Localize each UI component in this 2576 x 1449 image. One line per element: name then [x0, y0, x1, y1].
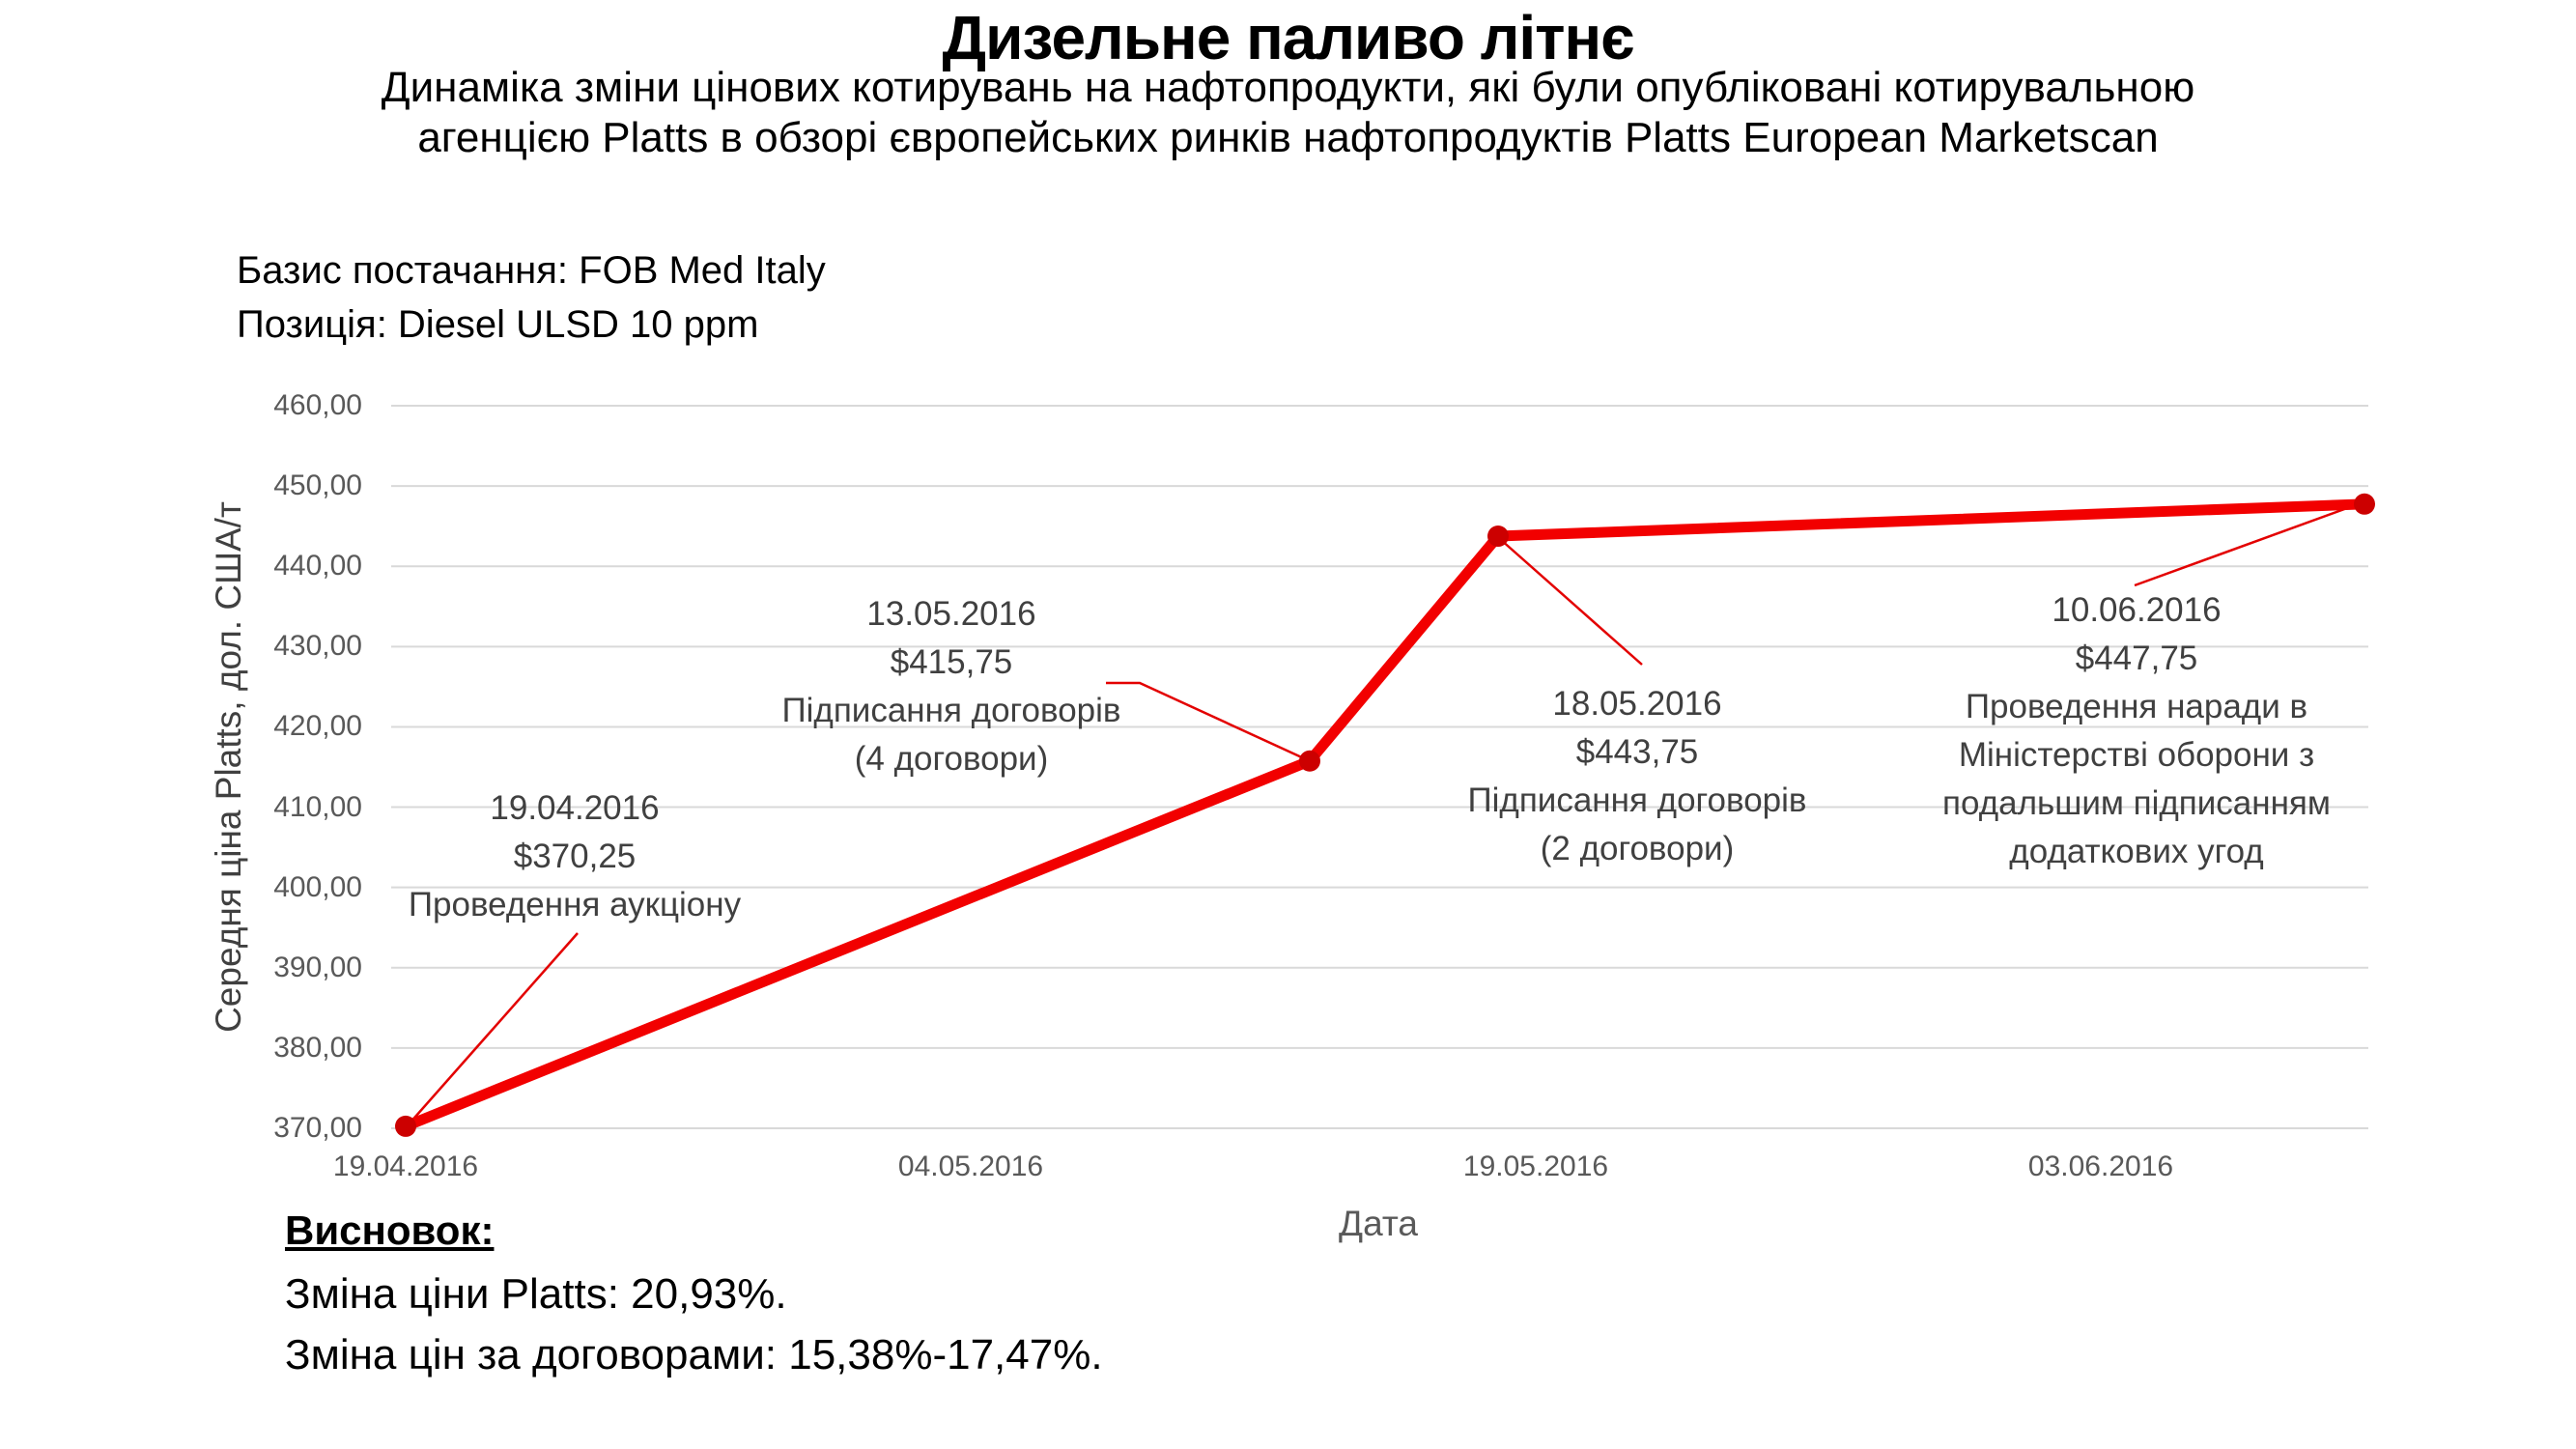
- data-point-marker: [1299, 750, 1320, 772]
- y-tick-label: 400,00: [273, 870, 362, 903]
- conclusion-line-1: Зміна ціни Platts: 20,93%.: [285, 1270, 787, 1318]
- y-tick-label: 390,00: [273, 951, 362, 983]
- y-tick-label: 420,00: [273, 710, 362, 743]
- annotation-line: Проведення наради в: [1965, 688, 2308, 725]
- basis-label: Базис постачання: FOB Med Italy: [237, 249, 826, 292]
- annotation-leader-line: [1499, 538, 1643, 666]
- annotation-callout: 19.04.2016 $370,25 Проведення аукціону: [266, 784, 884, 929]
- data-point-marker: [395, 1115, 416, 1137]
- price-series-line: [400, 498, 2370, 1132]
- page-subtitle-line-1: Динаміка зміни цінових котирувань на наф…: [381, 64, 2195, 111]
- annotation-line: Підписання договорів: [781, 692, 1121, 729]
- price-series: [395, 493, 2375, 1137]
- y-tick-label: 370,00: [273, 1112, 362, 1144]
- y-tick-label: 450,00: [273, 469, 362, 502]
- y-tick-label: 440,00: [273, 550, 362, 582]
- annotation-callout: 10.06.2016 $447,75 Проведення наради в Міні…: [1827, 586, 2446, 876]
- annotation-leader-line: [408, 932, 579, 1125]
- annotation-line: (4 договори): [854, 740, 1049, 778]
- page-subtitle-line-2: агенцією Platts в обзорі європейських ри…: [417, 114, 2159, 161]
- annotation-line: 10.06.2016: [2052, 591, 2222, 629]
- gridlines: [391, 405, 2368, 1129]
- annotation-line: подальшим підписанням: [1942, 784, 2331, 822]
- annotation-callout: 18.05.2016 $443,75 Підписання договорів (2 …: [1328, 680, 1946, 873]
- annotation-leader-line: [2134, 506, 2348, 587]
- y-tick-label: 430,00: [273, 630, 362, 663]
- conclusion-heading: Висновок:: [285, 1208, 495, 1253]
- annotation-line: додаткових угод: [2009, 833, 2264, 870]
- x-tick-label: 04.05.2016: [897, 1151, 1044, 1182]
- page-title: Дизельне паливо літнє: [942, 3, 1635, 72]
- annotation-callout: 13.05.2016 $415,75 Підписання договорів (4 …: [642, 590, 1260, 783]
- y-axis-title: Середня ціна Platts, дол. США/т: [209, 501, 248, 1033]
- annotation-line: 19.04.2016: [490, 789, 660, 827]
- x-tick-label: 19.05.2016: [1462, 1151, 1609, 1182]
- annotation-line: (2 договори): [1540, 830, 1735, 867]
- data-point-marker: [1487, 526, 1509, 548]
- y-tick-label: 460,00: [273, 389, 362, 421]
- annotation-line: Проведення аукціону: [408, 886, 742, 923]
- annotation-line: $370,25: [513, 838, 637, 875]
- position-label: Позиція: Diesel ULSD 10 ppm: [237, 303, 759, 346]
- y-tick-label: 380,00: [273, 1031, 362, 1064]
- annotation-line: Міністерстві оборони з: [1958, 736, 2315, 774]
- annotation-line: Підписання договорів: [1467, 781, 1807, 819]
- data-point-marker: [2354, 493, 2375, 515]
- conclusion-line-2: Зміна цін за договорами: 15,38%-17,47%.: [285, 1331, 1103, 1378]
- annotation-line: 13.05.2016: [866, 595, 1036, 633]
- x-axis-title: Дата: [1339, 1204, 1418, 1243]
- annotation-leader-line: [1106, 681, 1307, 761]
- annotation-line: $447,75: [2075, 639, 2198, 677]
- x-tick-label: 03.06.2016: [2027, 1151, 2174, 1182]
- x-tick-label: 19.04.2016: [332, 1151, 479, 1182]
- annotation-line: $415,75: [890, 643, 1013, 681]
- annotation-line: 18.05.2016: [1552, 685, 1722, 723]
- y-tick-label: 410,00: [273, 790, 362, 823]
- annotation-leader-lines: [408, 506, 2348, 1125]
- annotation-line: $443,75: [1575, 733, 1699, 771]
